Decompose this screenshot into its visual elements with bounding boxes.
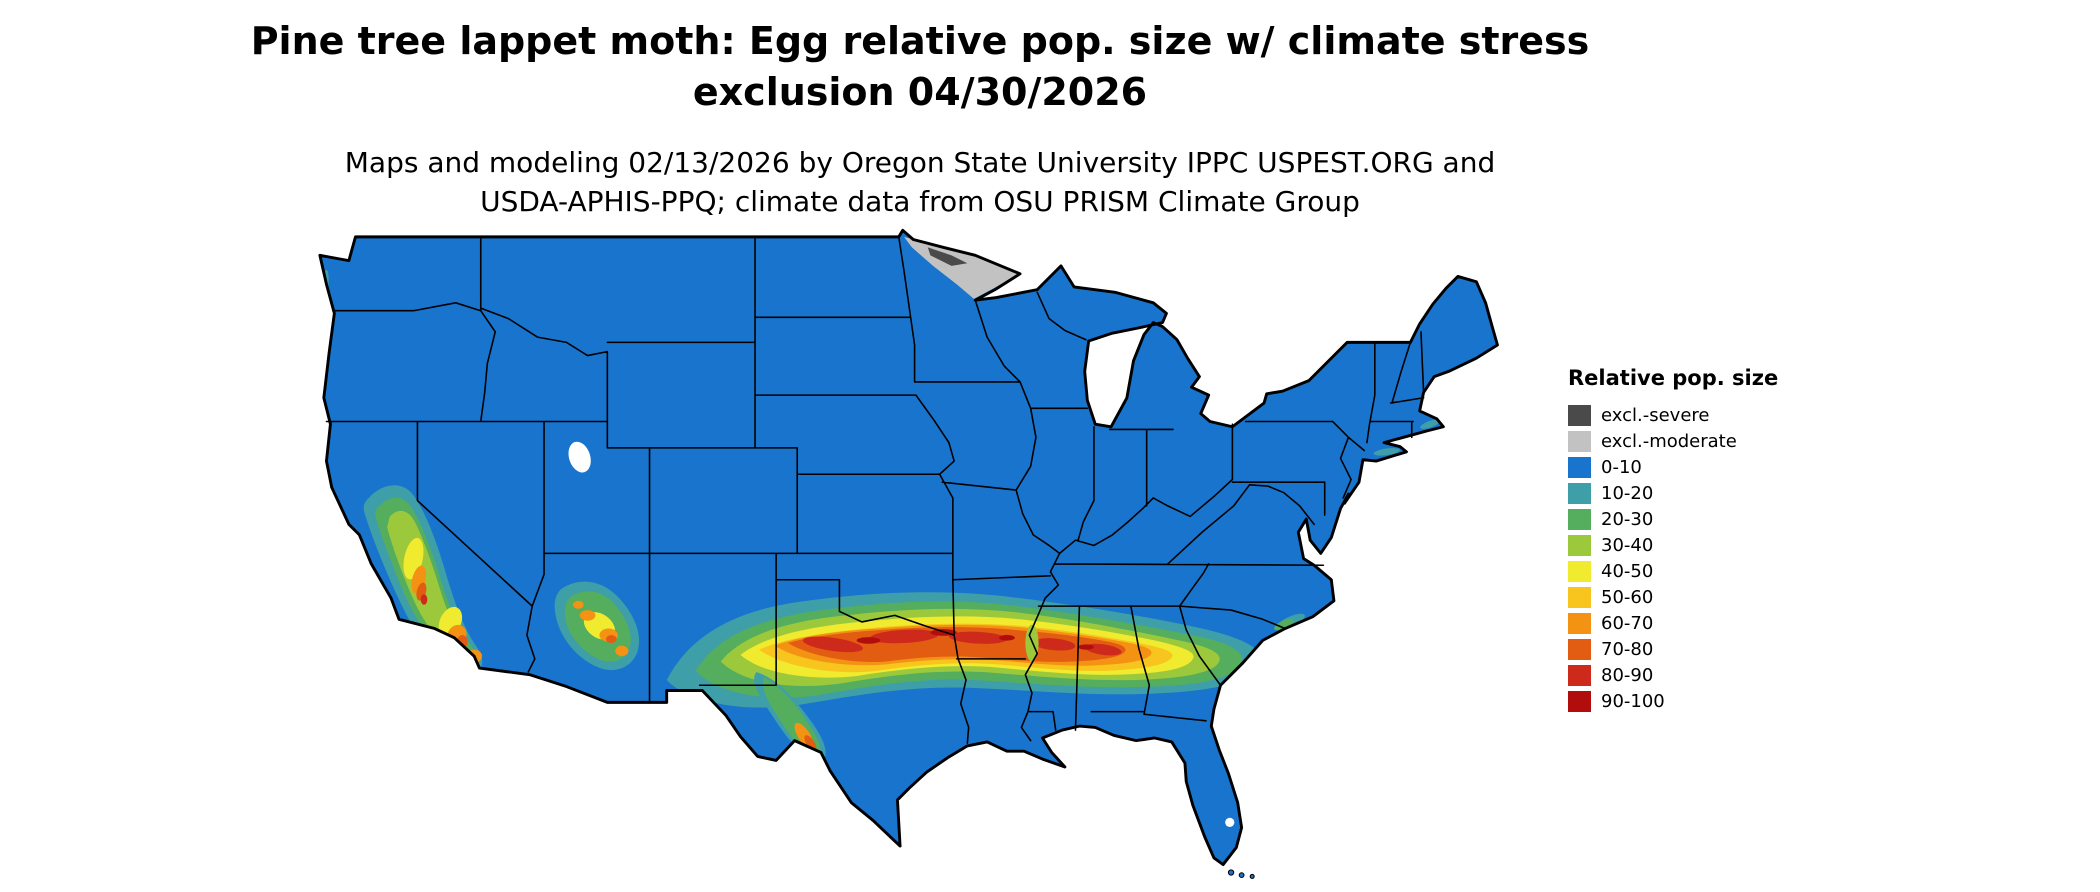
legend-title: Relative pop. size (1568, 366, 1779, 390)
title-line-1: Pine tree lappet moth: Egg relative pop.… (250, 19, 1590, 63)
legend-label-50-60: 50-60 (1601, 586, 1654, 608)
legend-label-excl-moderate: excl.-moderate (1601, 430, 1737, 452)
legend-label-80-90: 80-90 (1601, 664, 1654, 686)
legend-label-0-10: 0-10 (1601, 456, 1642, 478)
carolina-coast-20-30-fringe (1274, 618, 1294, 631)
legend-swatch-30-40 (1568, 534, 1591, 556)
value-overlays (321, 236, 1441, 827)
subtitle-line-2: USDA-APHIS-PPQ; climate data from OSU PR… (480, 184, 1360, 218)
legend-row: excl.-severe (1568, 402, 1778, 428)
rio-grande-70-80-spot (804, 735, 817, 752)
arizona-70-80-spot (606, 635, 617, 644)
us-map (308, 226, 1508, 886)
subtitle-line-1: Maps and modeling 02/13/2026 by Oregon S… (344, 145, 1496, 179)
florida-keys (1227, 869, 1255, 879)
legend-row: 80-90 (1568, 662, 1778, 688)
legend-swatch-50-60 (1568, 586, 1591, 608)
legend-swatch-10-20 (1568, 482, 1591, 504)
legend-label-10-20: 10-20 (1601, 482, 1654, 504)
legend-row: 50-60 (1568, 584, 1778, 610)
legend-swatch-20-30 (1568, 508, 1591, 530)
legend-swatch-0-10 (1568, 456, 1591, 478)
legend-swatch-excl-moderate (1568, 430, 1591, 452)
lake-okeechobee (1225, 817, 1235, 827)
arizona-60-70-spots (573, 600, 629, 657)
legend-row: 90-100 (1568, 688, 1778, 714)
legend-row: 70-80 (1568, 636, 1778, 662)
legend-label-30-40: 30-40 (1601, 534, 1654, 556)
legend-row: 10-20 (1568, 480, 1778, 506)
legend-row: 60-70 (1568, 610, 1778, 636)
state-borders (325, 236, 1425, 745)
band-80-90-spots (802, 629, 1122, 656)
legend-swatch-70-80 (1568, 638, 1591, 660)
conus-base-region (319, 230, 1498, 865)
map-header: Pine tree lappet moth: Egg relative pop.… (0, 16, 1840, 221)
title-line-2: exclusion 04/30/2026 (692, 70, 1148, 115)
legend-row: 20-30 (1568, 506, 1778, 532)
legend-row: 40-50 (1568, 558, 1778, 584)
legend-row: 30-40 (1568, 532, 1778, 558)
legend-swatch-80-90 (1568, 664, 1591, 686)
legend: Relative pop. size excl.-severe excl.-mo… (1568, 366, 1778, 714)
legend-label-40-50: 40-50 (1601, 560, 1654, 582)
legend-swatch-40-50 (1568, 560, 1591, 582)
legend-row: excl.-moderate (1568, 428, 1778, 454)
california-80-90-spot (420, 594, 428, 605)
page-title: Pine tree lappet moth: Egg relative pop.… (0, 16, 1840, 119)
page-subtitle: Maps and modeling 02/13/2026 by Oregon S… (0, 143, 1840, 221)
legend-swatch-60-70 (1568, 612, 1591, 634)
legend-row: 0-10 (1568, 454, 1778, 480)
minnesota-excl-severe-region (927, 247, 968, 266)
legend-label-70-80: 70-80 (1601, 638, 1654, 660)
legend-label-excl-severe: excl.-severe (1601, 404, 1710, 426)
legend-label-20-30: 20-30 (1601, 508, 1654, 530)
great-salt-lake (568, 441, 591, 473)
us-map-svg (318, 228, 1499, 879)
legend-swatch-90-100 (1568, 690, 1591, 712)
legend-label-90-100: 90-100 (1601, 690, 1665, 712)
legend-swatch-excl-severe (1568, 404, 1591, 426)
legend-label-60-70: 60-70 (1601, 612, 1654, 634)
